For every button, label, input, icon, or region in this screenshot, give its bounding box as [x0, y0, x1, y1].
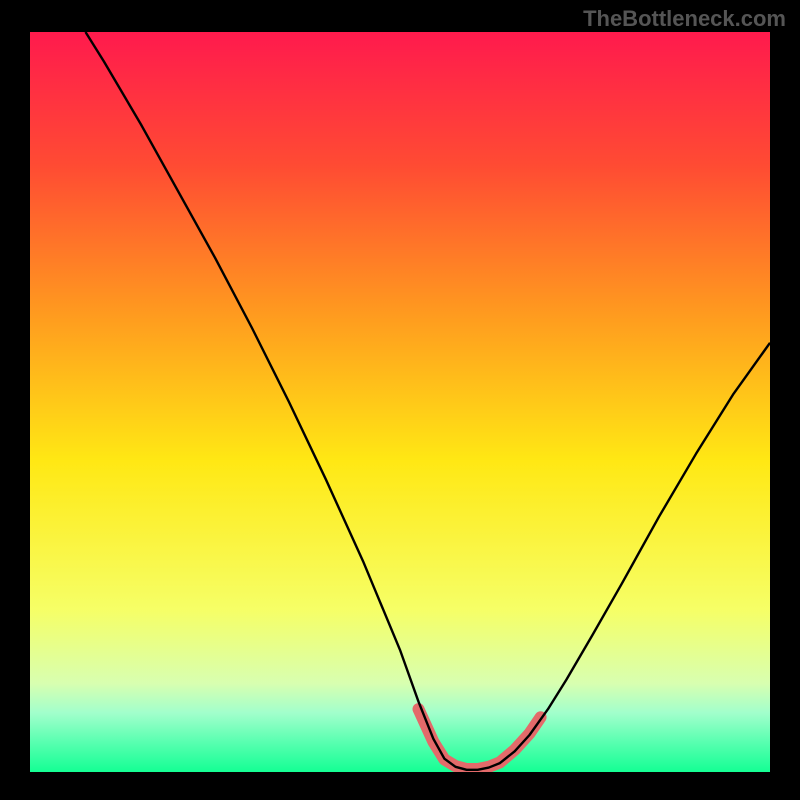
gradient-background: [30, 32, 770, 772]
plot-svg: [30, 32, 770, 772]
chart-root: TheBottleneck.com: [0, 0, 800, 800]
plot-area: [30, 32, 770, 772]
watermark-text: TheBottleneck.com: [583, 6, 786, 32]
